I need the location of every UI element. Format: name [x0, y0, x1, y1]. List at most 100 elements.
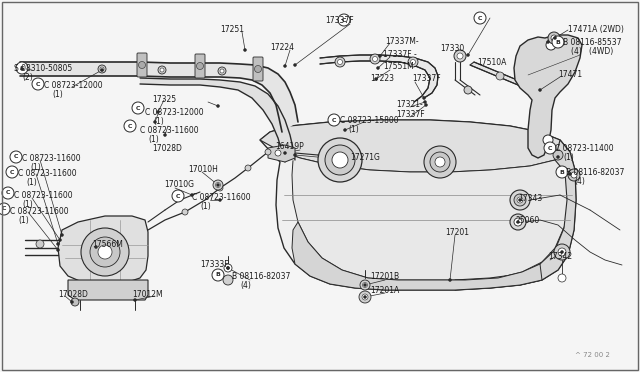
Text: C 08723-11600: C 08723-11600 — [10, 207, 68, 216]
Text: C 08723-11600: C 08723-11600 — [140, 126, 198, 135]
Circle shape — [71, 298, 79, 306]
Text: (1): (1) — [52, 90, 63, 99]
Circle shape — [544, 142, 556, 154]
Polygon shape — [20, 62, 298, 132]
Circle shape — [223, 275, 233, 285]
Text: (2): (2) — [22, 73, 33, 82]
Circle shape — [56, 248, 60, 251]
Text: (1): (1) — [18, 216, 29, 225]
Circle shape — [213, 180, 223, 190]
Circle shape — [449, 279, 451, 282]
Circle shape — [220, 69, 224, 73]
Text: B 08116-82037: B 08116-82037 — [566, 168, 625, 177]
Text: 17224: 17224 — [270, 43, 294, 52]
Polygon shape — [140, 78, 295, 162]
Circle shape — [294, 154, 296, 157]
Polygon shape — [292, 222, 542, 290]
Circle shape — [517, 197, 523, 203]
Circle shape — [163, 134, 166, 137]
Circle shape — [224, 264, 232, 272]
Text: (1): (1) — [200, 202, 211, 211]
Text: C: C — [342, 17, 346, 22]
Circle shape — [510, 190, 530, 210]
Text: 17321-: 17321- — [396, 100, 423, 109]
Text: 17201A: 17201A — [370, 286, 399, 295]
Text: 17012M: 17012M — [132, 290, 163, 299]
Circle shape — [132, 102, 144, 114]
Text: 17337F: 17337F — [412, 74, 440, 83]
Circle shape — [216, 105, 220, 108]
Text: B: B — [556, 39, 561, 45]
Circle shape — [558, 248, 566, 256]
Circle shape — [58, 238, 61, 241]
Circle shape — [212, 269, 224, 281]
Circle shape — [227, 266, 230, 269]
Circle shape — [514, 194, 526, 206]
Circle shape — [362, 282, 367, 288]
Circle shape — [134, 298, 136, 301]
Circle shape — [510, 214, 526, 230]
Circle shape — [410, 60, 415, 64]
Circle shape — [374, 77, 378, 80]
Text: C: C — [136, 106, 140, 110]
Text: 17028D: 17028D — [58, 290, 88, 299]
Circle shape — [32, 78, 44, 90]
Text: (1): (1) — [26, 178, 36, 187]
Text: (1): (1) — [22, 200, 33, 209]
Circle shape — [516, 221, 520, 224]
Circle shape — [217, 185, 223, 191]
Text: B 08116-85537: B 08116-85537 — [563, 38, 621, 47]
Text: 17330: 17330 — [440, 44, 464, 53]
Circle shape — [138, 61, 145, 68]
Circle shape — [98, 245, 112, 259]
Text: 17471: 17471 — [558, 70, 582, 79]
Circle shape — [370, 54, 380, 64]
Circle shape — [378, 55, 381, 58]
Text: 17337F: 17337F — [396, 110, 424, 119]
Circle shape — [10, 151, 22, 163]
Circle shape — [337, 60, 342, 64]
Text: C: C — [10, 170, 14, 174]
Text: 17551M-: 17551M- — [383, 62, 417, 71]
Circle shape — [364, 283, 367, 286]
Circle shape — [124, 120, 136, 132]
Text: C: C — [13, 154, 19, 160]
Circle shape — [561, 250, 563, 253]
Circle shape — [325, 145, 355, 175]
Circle shape — [571, 172, 577, 178]
Circle shape — [430, 152, 450, 172]
Circle shape — [318, 138, 362, 182]
Text: C 08723-11600: C 08723-11600 — [22, 154, 81, 163]
Text: 17337F -: 17337F - — [383, 50, 417, 59]
Text: S 08310-50805: S 08310-50805 — [14, 64, 72, 73]
Text: (1): (1) — [348, 125, 359, 134]
Text: (1): (1) — [563, 153, 573, 162]
Circle shape — [335, 57, 345, 67]
Text: 17201: 17201 — [445, 228, 469, 237]
Circle shape — [98, 65, 106, 73]
Circle shape — [362, 294, 368, 300]
Circle shape — [424, 103, 428, 106]
Text: C 08723-11600: C 08723-11600 — [192, 193, 251, 202]
Text: 17510A: 17510A — [477, 58, 507, 67]
Circle shape — [457, 53, 463, 59]
Circle shape — [338, 14, 350, 26]
Text: B: B — [216, 273, 220, 278]
Text: 17223: 17223 — [370, 74, 394, 83]
Text: C 08723-12000: C 08723-12000 — [44, 81, 102, 90]
Text: 25060: 25060 — [515, 216, 540, 225]
Circle shape — [245, 165, 251, 171]
Circle shape — [360, 280, 370, 290]
Text: C: C — [548, 145, 552, 151]
Text: 17028D: 17028D — [152, 144, 182, 153]
Circle shape — [547, 41, 550, 44]
Circle shape — [216, 183, 220, 186]
Circle shape — [344, 128, 346, 131]
Text: 17201B: 17201B — [370, 272, 399, 281]
Circle shape — [553, 150, 563, 160]
Circle shape — [568, 169, 580, 181]
Circle shape — [554, 36, 557, 39]
Text: C: C — [2, 206, 6, 212]
Circle shape — [548, 32, 560, 44]
Text: 17471A (2WD): 17471A (2WD) — [568, 25, 624, 34]
